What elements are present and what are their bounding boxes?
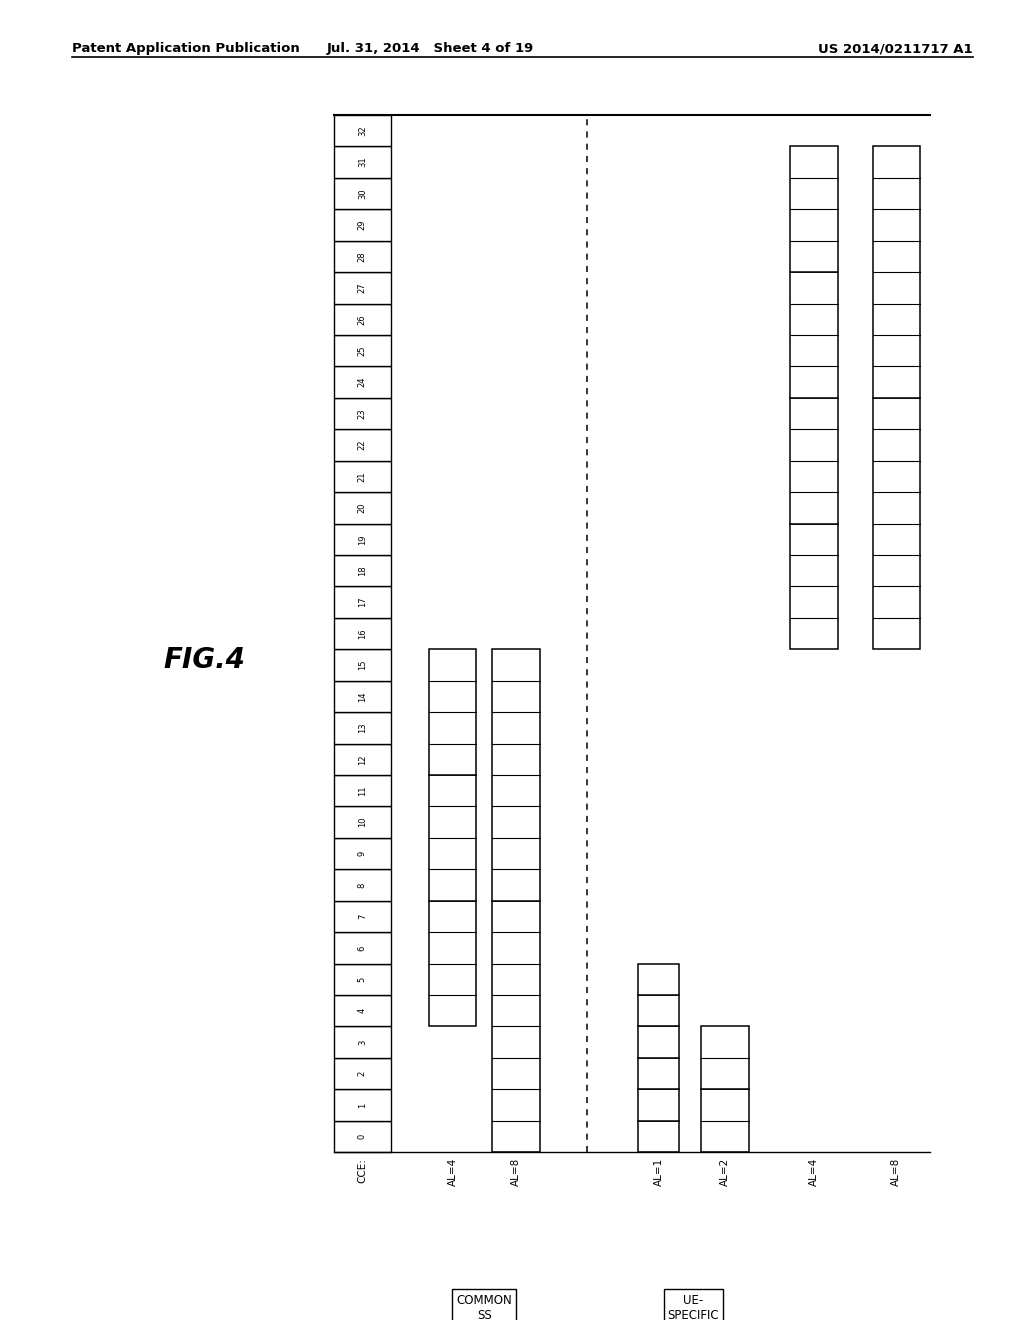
Text: 8: 8 [357,882,367,888]
Bar [493,900,540,1152]
Text: 10: 10 [357,817,367,828]
Bar [638,1089,679,1121]
Text: CCE:: CCE: [357,1158,368,1183]
Bar [334,649,391,681]
Text: 1: 1 [357,1102,367,1107]
Bar [334,807,391,838]
Text: 14: 14 [357,692,367,702]
Text: 3: 3 [357,1039,367,1045]
Bar [334,1121,391,1152]
Bar [334,492,391,524]
Text: 2: 2 [357,1071,367,1076]
Bar [334,147,391,178]
Bar [791,272,838,397]
Text: US 2014/0211717 A1: US 2014/0211717 A1 [818,42,973,55]
Text: 28: 28 [357,251,367,261]
Text: Jul. 31, 2014   Sheet 4 of 19: Jul. 31, 2014 Sheet 4 of 19 [327,42,534,55]
Text: 16: 16 [357,628,367,639]
Text: 15: 15 [357,660,367,671]
Text: 7: 7 [357,913,367,919]
Text: 21: 21 [357,471,367,482]
Text: Patent Application Publication: Patent Application Publication [72,42,299,55]
Text: 22: 22 [357,440,367,450]
Bar [872,147,921,397]
Bar [334,870,391,900]
Bar [334,524,391,554]
Bar [334,240,391,272]
Bar [334,681,391,713]
Bar [334,429,391,461]
Text: 25: 25 [357,346,367,356]
Bar [872,397,921,649]
Text: 32: 32 [357,125,367,136]
Bar [334,838,391,870]
Text: 18: 18 [357,565,367,576]
Text: 26: 26 [357,314,367,325]
Bar [493,649,540,900]
Bar [334,554,391,586]
Text: 31: 31 [357,157,367,168]
Bar [334,932,391,964]
Text: 0: 0 [357,1134,367,1139]
Text: AL=8: AL=8 [511,1158,521,1187]
Bar [334,964,391,995]
Bar [791,524,838,649]
Text: COMMON
SS: COMMON SS [457,1294,512,1320]
Text: 9: 9 [357,851,367,857]
Bar [334,272,391,304]
Text: 23: 23 [357,408,367,418]
Text: 24: 24 [357,378,367,388]
Bar [429,900,476,1027]
Text: 19: 19 [357,535,367,545]
Bar [701,1027,749,1089]
Bar [334,1089,391,1121]
Bar [429,775,476,900]
Bar [638,995,679,1027]
Text: AL=1: AL=1 [653,1158,664,1187]
Bar [334,115,391,147]
Bar [334,586,391,618]
Bar [429,649,476,775]
Bar [334,335,391,367]
Bar [701,1089,749,1152]
Bar [334,995,391,1027]
Text: 4: 4 [357,1008,367,1014]
Bar [791,147,838,272]
Text: AL=4: AL=4 [809,1158,819,1187]
Text: AL=2: AL=2 [720,1158,730,1187]
Text: 30: 30 [357,189,367,199]
Text: 20: 20 [357,503,367,513]
Text: UE-
SPECIFIC
SS: UE- SPECIFIC SS [668,1294,719,1320]
Bar [638,964,679,995]
Text: AL=8: AL=8 [891,1158,901,1187]
Bar [334,210,391,240]
Text: 27: 27 [357,282,367,293]
Bar [334,743,391,775]
Bar [638,1027,679,1057]
Bar [334,775,391,807]
Text: AL=4: AL=4 [447,1158,458,1187]
Bar [791,397,838,524]
Bar [638,1057,679,1089]
Bar [334,178,391,210]
Text: 17: 17 [357,597,367,607]
Bar [334,900,391,932]
Bar [334,461,391,492]
Text: 29: 29 [357,219,367,230]
Bar [334,618,391,649]
Text: 5: 5 [357,977,367,982]
Bar [334,304,391,335]
Bar [334,367,391,397]
Text: 12: 12 [357,754,367,764]
Text: 13: 13 [357,722,367,733]
Text: FIG.4: FIG.4 [164,645,246,675]
Text: 11: 11 [357,785,367,796]
Bar [638,1121,679,1152]
Bar [334,1027,391,1057]
Bar [334,713,391,743]
Text: 6: 6 [357,945,367,950]
Bar [334,1057,391,1089]
Bar [334,397,391,429]
